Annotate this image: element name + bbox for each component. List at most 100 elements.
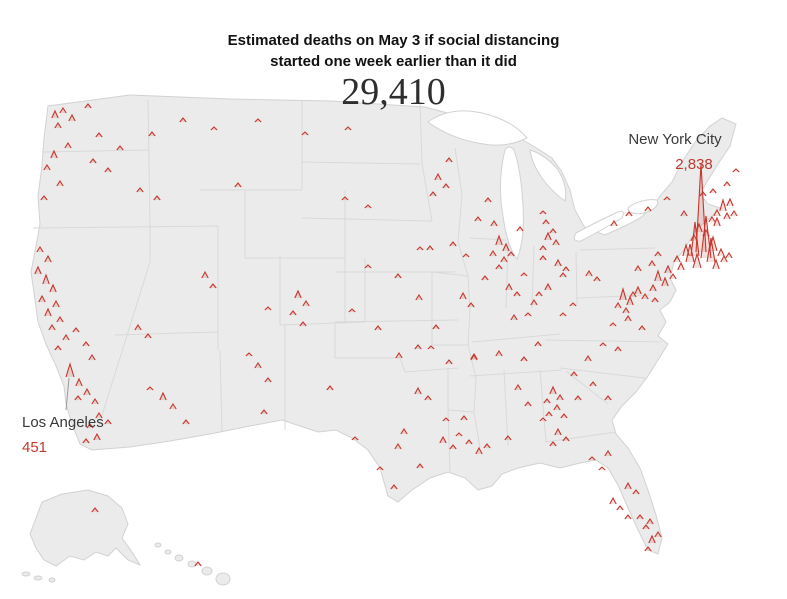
death-spike <box>289 310 297 316</box>
death-spike <box>524 312 532 317</box>
death-spike <box>632 489 640 495</box>
death-spike <box>634 285 642 295</box>
death-spike <box>614 346 622 352</box>
death-spike <box>669 272 677 280</box>
death-spike <box>560 413 568 419</box>
death-spike <box>449 241 457 247</box>
death-spike <box>648 534 656 544</box>
death-spike <box>169 402 177 410</box>
death-spike <box>549 441 557 447</box>
death-spike <box>542 219 550 225</box>
death-spike <box>42 273 50 285</box>
death-spike <box>513 291 521 297</box>
death-spike <box>514 383 522 391</box>
death-spike <box>74 395 82 401</box>
death-spike <box>481 275 489 281</box>
death-spike <box>455 432 463 437</box>
death-spike <box>209 283 217 289</box>
lake-superior <box>427 110 528 146</box>
death-spike <box>569 302 577 307</box>
hawaii-island <box>164 549 172 555</box>
nyc-annotation-label: New York City <box>628 131 722 148</box>
death-spike <box>134 323 142 331</box>
death-spike <box>344 126 352 131</box>
death-spike <box>725 251 733 259</box>
death-spike <box>549 385 557 395</box>
death-spike <box>82 341 90 347</box>
death-spike <box>400 427 408 435</box>
hawaii-island <box>201 566 213 576</box>
death-spike <box>622 306 630 314</box>
death-spike <box>475 446 483 455</box>
death-spike <box>376 466 384 471</box>
death-spike <box>651 297 659 303</box>
death-spike <box>700 215 712 259</box>
death-spike <box>54 121 62 129</box>
death-spike <box>254 361 262 369</box>
death-spike <box>616 505 624 511</box>
death-spike <box>695 222 703 233</box>
death-spike <box>505 282 513 291</box>
death-spike <box>484 197 492 203</box>
chart-title-line1: Estimated deaths on May 3 if social dist… <box>227 32 560 49</box>
death-spike <box>56 315 64 323</box>
death-spike <box>462 253 470 258</box>
death-spike <box>663 196 671 201</box>
death-spike <box>351 436 359 441</box>
death-spike <box>719 198 727 212</box>
death-spike <box>427 345 435 350</box>
death-spike <box>539 255 547 261</box>
death-spike <box>614 301 622 309</box>
death-spike <box>641 292 649 300</box>
death-spike <box>604 395 612 401</box>
death-spike <box>36 245 44 253</box>
death-spike <box>210 126 218 131</box>
death-spike <box>465 439 473 445</box>
chart-title: Estimated deaths on May 3 if social dist… <box>0 30 787 72</box>
death-spike <box>530 298 538 306</box>
death-spike <box>48 323 56 331</box>
aleutian-island <box>33 575 43 581</box>
death-spike <box>520 356 528 362</box>
hawaii-island <box>215 572 231 586</box>
death-spike <box>706 237 716 263</box>
death-spike <box>717 247 725 257</box>
death-spike <box>510 313 518 321</box>
death-spike <box>535 291 543 297</box>
death-spike <box>708 234 718 252</box>
death-spike <box>38 294 46 303</box>
death-spike <box>234 182 242 188</box>
death-spike <box>34 265 42 275</box>
death-spike <box>416 246 424 251</box>
death-spike <box>64 141 72 149</box>
death-spike <box>654 251 662 257</box>
death-spike <box>720 254 728 263</box>
death-spike <box>712 258 720 270</box>
death-spike <box>534 341 542 347</box>
death-spike <box>44 307 52 317</box>
death-spike <box>589 381 597 387</box>
death-spike <box>390 484 398 490</box>
death-spike <box>609 322 617 327</box>
hawaii-island <box>187 560 197 568</box>
death-spike <box>730 209 738 217</box>
death-spike <box>554 258 562 267</box>
death-spike <box>516 226 524 232</box>
death-spike <box>341 196 349 201</box>
death-spike <box>502 242 510 252</box>
death-spike <box>661 276 669 287</box>
death-spike <box>91 507 99 513</box>
death-spike <box>624 314 632 322</box>
death-spike <box>680 209 688 217</box>
death-spike <box>495 264 503 270</box>
death-spike <box>82 438 90 444</box>
death-spike <box>153 195 161 201</box>
death-spike <box>559 312 567 317</box>
death-spike <box>552 238 560 246</box>
death-spike <box>543 398 551 404</box>
death-spike <box>726 197 734 207</box>
death-spike <box>593 276 601 282</box>
death-spike <box>708 215 716 223</box>
death-spike <box>690 221 700 257</box>
death-spike <box>507 251 515 257</box>
